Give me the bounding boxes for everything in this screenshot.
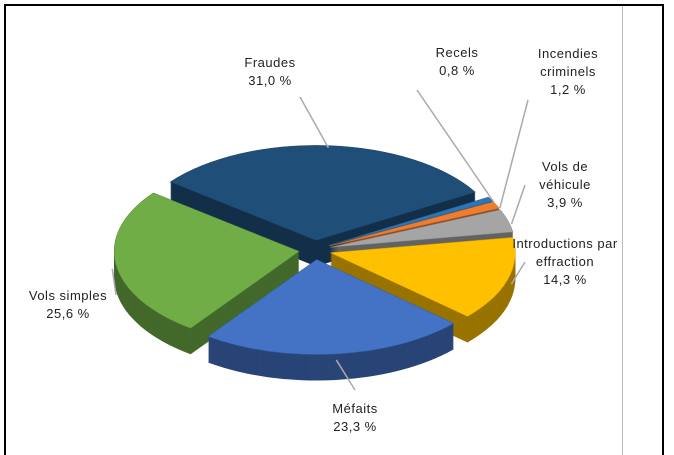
slice-top: [329, 237, 516, 317]
data-label: Incendies criminels 1,2 %: [518, 45, 618, 99]
leader-line: [111, 268, 117, 296]
value-label: 23,3 %: [333, 419, 377, 434]
value-label: 14,3 %: [543, 272, 587, 287]
value-label: 31,0 %: [248, 73, 292, 88]
pie-slice: [169, 145, 476, 267]
value-label: 25,6 %: [46, 306, 90, 321]
category-name: Vols de véhicule: [539, 159, 591, 192]
leader-line: [299, 96, 330, 149]
leader-line: [510, 184, 526, 225]
value-label: 0,8 %: [439, 63, 475, 78]
data-label: Vols de véhicule 3,9 %: [520, 158, 610, 212]
pie-slice: [113, 192, 300, 355]
pie-slice: [329, 237, 516, 343]
leader-line: [335, 359, 356, 391]
value-label: 1,2 %: [550, 82, 586, 97]
divider: [622, 6, 623, 455]
pie-slice: [207, 259, 455, 381]
data-label: Recels 0,8 %: [422, 44, 492, 80]
category-name: Recels: [435, 45, 479, 60]
category-name: Introductions par effraction: [512, 236, 618, 269]
frame: [4, 4, 664, 455]
leader-line: [416, 89, 495, 203]
data-label: Introductions par effraction 14,3 %: [510, 235, 620, 289]
category-name: Méfaits: [332, 401, 378, 416]
slice-top: [207, 259, 455, 355]
data-label: Méfaits 23,3 %: [315, 400, 395, 436]
category-name: Vols simples: [28, 288, 108, 303]
data-label: Vols simples 25,6 %: [13, 287, 123, 323]
category-name: Incendies criminels: [537, 46, 599, 79]
leader-line: [499, 99, 529, 209]
value-label: 3,9 %: [547, 195, 583, 210]
slice-top: [113, 192, 300, 329]
category-name: Fraudes: [244, 55, 296, 70]
slice-top: [330, 209, 514, 248]
data-label: Fraudes 31,0 %: [225, 54, 315, 90]
slice-top: [169, 145, 476, 241]
leader-line: [510, 261, 526, 285]
